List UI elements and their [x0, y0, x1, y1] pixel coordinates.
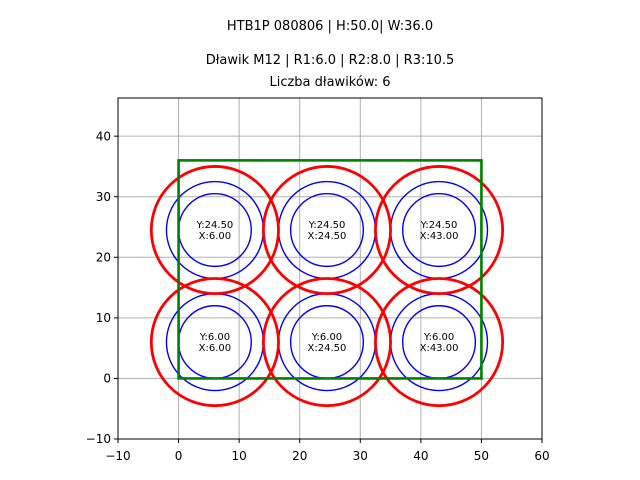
- axes-border: [117, 97, 543, 440]
- gland-label: X:24.50: [308, 231, 347, 242]
- gland-label: Y:24.50: [420, 220, 458, 231]
- plate-outline: [177, 159, 483, 380]
- x-tick-label: −10: [105, 449, 130, 463]
- gland-outer-circle: [261, 277, 392, 408]
- gland-label: X:24.50: [308, 343, 347, 354]
- y-tick-label: 30: [96, 190, 111, 204]
- gland-label: X:43.00: [420, 231, 459, 242]
- gland-outer-circle: [374, 277, 505, 408]
- gland-label: Y:6.00: [311, 332, 342, 343]
- gland-label: Y:6.00: [423, 332, 454, 343]
- gland-label: X:43.00: [420, 343, 459, 354]
- gland-count-text: Liczba dławików: 6: [269, 75, 391, 90]
- x-tick-label: 60: [534, 449, 549, 463]
- figure-subtitle: Dławik M12 | R1:6.0 | R2:8.0 | R3:10.5: [205, 53, 455, 68]
- gland-label: Y:24.50: [308, 220, 346, 231]
- y-tick-label: 0: [103, 372, 111, 386]
- gland-inner-circle: [401, 192, 477, 268]
- gland-inner-circle: [289, 192, 365, 268]
- x-tick-label: 40: [413, 449, 428, 463]
- gland-label: X:6.00: [199, 231, 232, 242]
- x-tick-label: 10: [232, 449, 247, 463]
- gland-outer-circle: [261, 165, 392, 296]
- gland-outer-circle: [149, 165, 280, 296]
- gland-label: Y:24.50: [196, 220, 234, 231]
- y-tick-label: 20: [96, 250, 111, 264]
- figure-title: HTB1P 080806 | H:50.0| W:36.0: [226, 19, 434, 34]
- x-tick-label: 30: [353, 449, 368, 463]
- x-tick-label: 20: [292, 449, 307, 463]
- gland-outer-circle: [374, 165, 505, 296]
- y-tick-label: 10: [96, 311, 111, 325]
- y-tick-label: 40: [96, 129, 111, 143]
- y-tick-label: −10: [86, 432, 111, 446]
- gland-label: X:6.00: [199, 343, 232, 354]
- gland-outer-circle: [149, 277, 280, 408]
- gland-label: Y:6.00: [199, 332, 230, 343]
- x-tick-label: 50: [474, 449, 489, 463]
- x-tick-label: 0: [175, 449, 183, 463]
